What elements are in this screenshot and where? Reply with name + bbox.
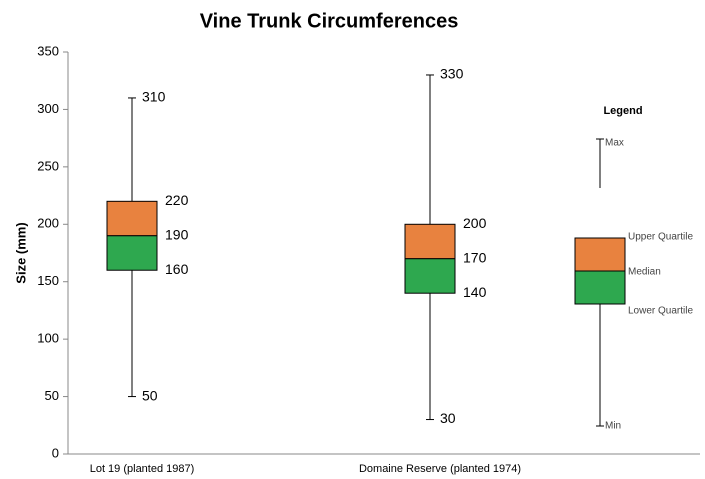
value-label: 310 bbox=[142, 89, 166, 105]
y-axis-label: Size (mm) bbox=[13, 222, 28, 283]
legend-label: Max bbox=[605, 138, 624, 149]
value-label: 200 bbox=[463, 215, 487, 231]
box-lower bbox=[106, 235, 158, 271]
legend-label: Min bbox=[605, 421, 621, 432]
value-label: 170 bbox=[463, 249, 487, 265]
legend-title: Legend bbox=[603, 105, 642, 117]
chart-title: Vine Trunk Circumferences bbox=[200, 10, 459, 32]
box-lower bbox=[404, 258, 456, 294]
y-tick-label: 150 bbox=[37, 273, 59, 288]
legend-label: Lower Quartile bbox=[628, 306, 693, 317]
x-tick-label: Domaine Reserve (planted 1974) bbox=[359, 463, 521, 475]
value-label: 220 bbox=[165, 192, 189, 208]
y-tick-label: 100 bbox=[37, 331, 59, 346]
value-label: 50 bbox=[142, 387, 158, 403]
legend-upper bbox=[574, 237, 626, 272]
legend-lower bbox=[574, 270, 626, 305]
y-tick-label: 300 bbox=[37, 101, 59, 116]
x-tick-label: Lot 19 (planted 1987) bbox=[90, 463, 195, 475]
value-label: 190 bbox=[165, 226, 189, 242]
legend-label: Upper Quartile bbox=[628, 232, 693, 243]
y-tick-label: 200 bbox=[37, 216, 59, 231]
legend-label: Median bbox=[628, 267, 661, 278]
y-tick-label: 0 bbox=[52, 445, 59, 460]
box-upper bbox=[404, 223, 456, 260]
value-label: 140 bbox=[463, 284, 487, 300]
legend-box bbox=[574, 138, 626, 427]
y-tick-label: 50 bbox=[45, 388, 59, 403]
value-label: 160 bbox=[165, 261, 189, 277]
value-label: 330 bbox=[440, 66, 464, 82]
y-tick-label: 250 bbox=[37, 158, 59, 173]
box-upper bbox=[106, 200, 158, 237]
y-tick-label: 350 bbox=[37, 43, 59, 58]
value-label: 30 bbox=[440, 410, 456, 426]
